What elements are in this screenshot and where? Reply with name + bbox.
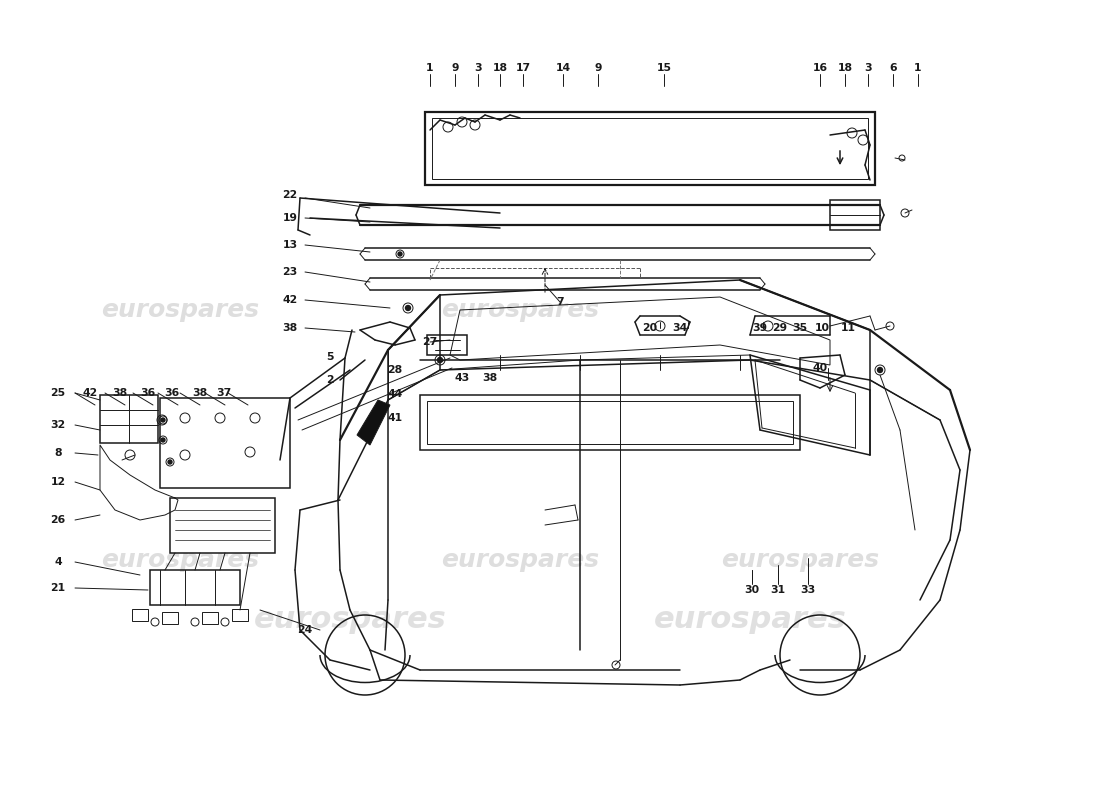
Text: 12: 12 [51,477,66,487]
Text: 4: 4 [54,557,62,567]
Text: 5: 5 [327,352,333,362]
Text: 38: 38 [112,388,128,398]
Text: 8: 8 [54,448,62,458]
Text: 36: 36 [141,388,155,398]
Text: 19: 19 [283,213,297,223]
Text: 42: 42 [82,388,98,398]
Text: 38: 38 [192,388,208,398]
Bar [427,401,793,444]
Circle shape [161,438,165,442]
Polygon shape [358,400,390,445]
Text: 9: 9 [451,63,459,73]
Text: 30: 30 [745,585,760,595]
Text: 29: 29 [772,323,788,333]
Text: 11: 11 [840,323,856,333]
Text: 3: 3 [474,63,482,73]
Text: 2: 2 [327,375,333,385]
Text: eurospares: eurospares [441,548,600,572]
Bar [232,609,248,621]
Bar [100,395,158,443]
Text: 20: 20 [642,323,658,333]
Text: 36: 36 [164,388,179,398]
Text: 9: 9 [594,63,602,73]
Text: 18: 18 [493,63,507,73]
Text: 33: 33 [801,585,815,595]
Text: 24: 24 [297,625,312,635]
Text: eurospares: eurospares [254,606,447,634]
Text: eurospares: eurospares [101,548,260,572]
Bar [420,395,800,450]
Circle shape [406,306,410,310]
Text: 23: 23 [283,267,298,277]
Text: eurospares: eurospares [101,298,260,322]
Text: 16: 16 [813,63,827,73]
Text: 39: 39 [752,323,768,333]
Text: 15: 15 [657,63,671,73]
Text: 1: 1 [427,63,433,73]
Text: 26: 26 [51,515,66,525]
Text: 17: 17 [516,63,530,73]
Text: 3: 3 [865,63,872,73]
Bar [162,612,178,624]
Circle shape [438,358,442,362]
Text: 21: 21 [51,583,66,593]
Circle shape [168,460,172,464]
Text: 40: 40 [813,363,827,373]
Text: 22: 22 [283,190,298,200]
Circle shape [161,418,165,422]
Text: 38: 38 [283,323,298,333]
Bar [170,498,275,553]
Text: 27: 27 [422,337,438,347]
Bar [160,398,290,488]
Text: 42: 42 [283,295,298,305]
Text: 41: 41 [387,413,403,423]
Text: eurospares: eurospares [441,298,600,322]
Bar [427,335,468,355]
Bar [132,609,148,621]
Text: 18: 18 [837,63,852,73]
Text: 25: 25 [51,388,66,398]
Text: 32: 32 [51,420,66,430]
Text: 34: 34 [672,323,688,333]
Text: 7: 7 [557,297,564,307]
Bar [150,570,240,605]
Text: 6: 6 [889,63,896,73]
Circle shape [398,252,402,256]
Text: 38: 38 [483,373,497,383]
Text: eurospares: eurospares [720,548,879,572]
Text: 1: 1 [914,63,922,73]
Text: 28: 28 [387,365,403,375]
Text: 37: 37 [217,388,232,398]
Text: 43: 43 [454,373,470,383]
Circle shape [878,367,882,373]
Text: 35: 35 [792,323,807,333]
Text: 13: 13 [283,240,298,250]
Text: 10: 10 [814,323,829,333]
Text: 31: 31 [770,585,785,595]
Text: 44: 44 [387,389,403,399]
Bar [202,612,218,624]
Bar [830,200,880,230]
Text: 14: 14 [556,63,571,73]
Text: eurospares: eurospares [653,606,846,634]
